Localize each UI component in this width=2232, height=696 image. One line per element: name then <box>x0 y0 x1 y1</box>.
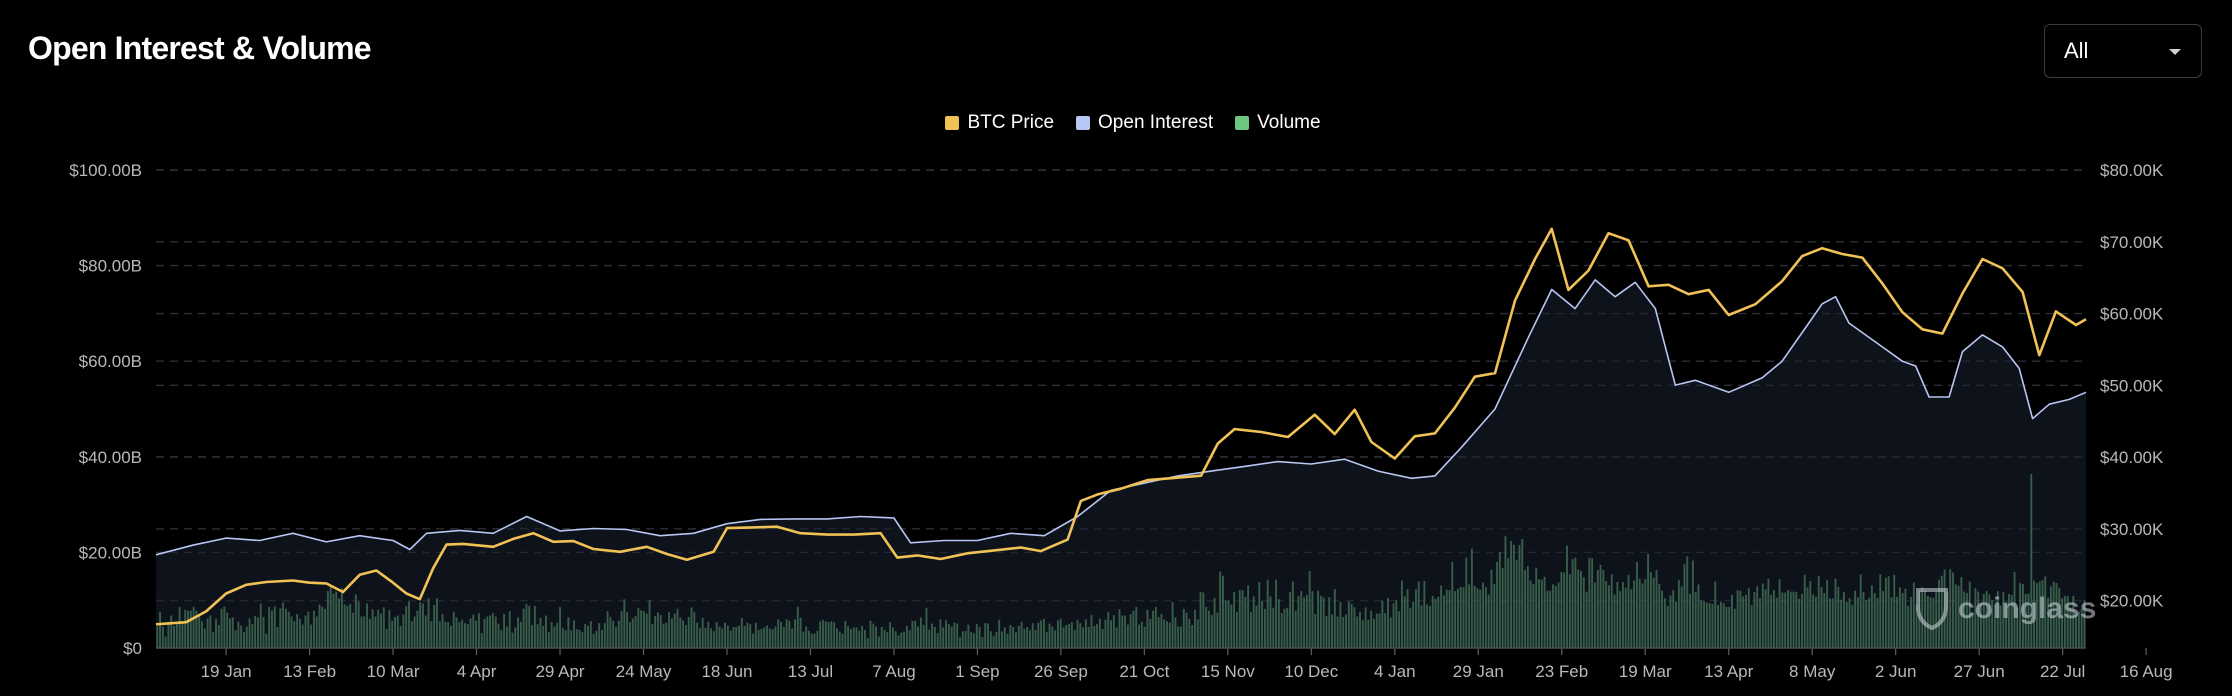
y-right-tick-label: $20.00K <box>2100 592 2164 611</box>
x-tick-label: 13 Jul <box>788 662 833 681</box>
legend-swatch-volume <box>1235 116 1250 130</box>
x-tick-label: 13 Feb <box>283 662 336 681</box>
legend-label-btc-price: BTC Price <box>967 112 1055 133</box>
legend-swatch-btc-price <box>945 116 960 130</box>
x-tick-label: 22 Jul <box>2040 662 2085 681</box>
y-right-tick-label: $60.00K <box>2100 305 2164 324</box>
open-interest-line <box>155 279 2087 556</box>
x-tick-label: 21 Oct <box>1119 662 1169 681</box>
legend-swatch-open-interest <box>1076 116 1091 130</box>
x-tick-label: 27 Jun <box>1954 662 2005 681</box>
legend-item-btc-price[interactable]: BTC Price <box>945 112 1054 134</box>
x-tick-label: 10 Dec <box>1284 662 1338 681</box>
legend-label-volume: Volume <box>1257 112 1321 133</box>
legend-label-open-interest: Open Interest <box>1098 112 1214 133</box>
legend-item-volume[interactable]: Volume <box>1235 112 1321 134</box>
x-tick-label: 13 Apr <box>1704 662 1753 681</box>
open-interest-series <box>155 279 2087 648</box>
y-left-tick-label: $20.00B <box>79 543 142 562</box>
x-tick-label: 15 Nov <box>1201 662 1255 681</box>
range-select[interactable]: All <box>2044 24 2202 78</box>
chart-legend: BTC Price Open Interest Volume <box>17 112 2232 134</box>
legend-item-open-interest[interactable]: Open Interest <box>1076 112 1213 134</box>
x-tick-label: 23 Feb <box>1535 662 1588 681</box>
range-select-value: All <box>2064 38 2089 63</box>
coinglass-logo-text: coinglass <box>1958 592 2096 625</box>
x-tick-label: 16 Aug <box>2120 662 2173 681</box>
open-interest-area <box>156 279 2086 648</box>
x-tick-label: 29 Apr <box>535 662 584 681</box>
y-right-tick-label: $30.00K <box>2100 520 2164 539</box>
x-tick-label: 18 Jun <box>701 662 752 681</box>
y-right-tick-label: $70.00K <box>2100 233 2164 252</box>
y-left-tick-label: $0 <box>123 639 142 658</box>
x-tick-label: 24 May <box>616 662 672 681</box>
y-left-tick-label: $40.00B <box>79 448 142 467</box>
btc-price-series <box>155 227 2087 626</box>
axes: $0 $20.00B $40.00B $60.00B $80.00B $100.00B $2… <box>69 161 2172 681</box>
x-tick-label: 2 Jun <box>1875 662 1917 681</box>
x-tick-label: 19 Jan <box>201 662 252 681</box>
y-right-tick-label: $80.00K <box>2100 161 2164 180</box>
x-tick-label: 8 May <box>1789 662 1836 681</box>
y-right-tick-label: $40.00K <box>2100 448 2164 467</box>
y-left-tick-label: $80.00B <box>79 257 142 276</box>
y-left-tick-label: $60.00B <box>79 352 142 371</box>
x-tick-label: 4 Jan <box>1374 662 1416 681</box>
x-tick-label: 10 Mar <box>367 662 420 681</box>
page-title: Open Interest & Volume <box>28 30 372 66</box>
chevron-down-icon <box>2169 49 2181 55</box>
coinglass-logo: coinglass <box>1916 588 2096 631</box>
x-tick-label: 29 Jan <box>1453 662 1504 681</box>
x-tick-label: 7 Aug <box>872 662 916 681</box>
x-tick-label: 26 Sep <box>1034 662 1088 681</box>
y-right-tick-label: $50.00K <box>2100 376 2164 395</box>
coinglass-logo-icon <box>1916 588 1948 631</box>
x-tick-label: 19 Mar <box>1619 662 1672 681</box>
x-tick-label: 1 Sep <box>955 662 999 681</box>
y-left-tick-label: $100.00B <box>69 161 142 180</box>
btc-price-line <box>155 227 2087 626</box>
x-tick-label: 4 Apr <box>457 662 497 681</box>
